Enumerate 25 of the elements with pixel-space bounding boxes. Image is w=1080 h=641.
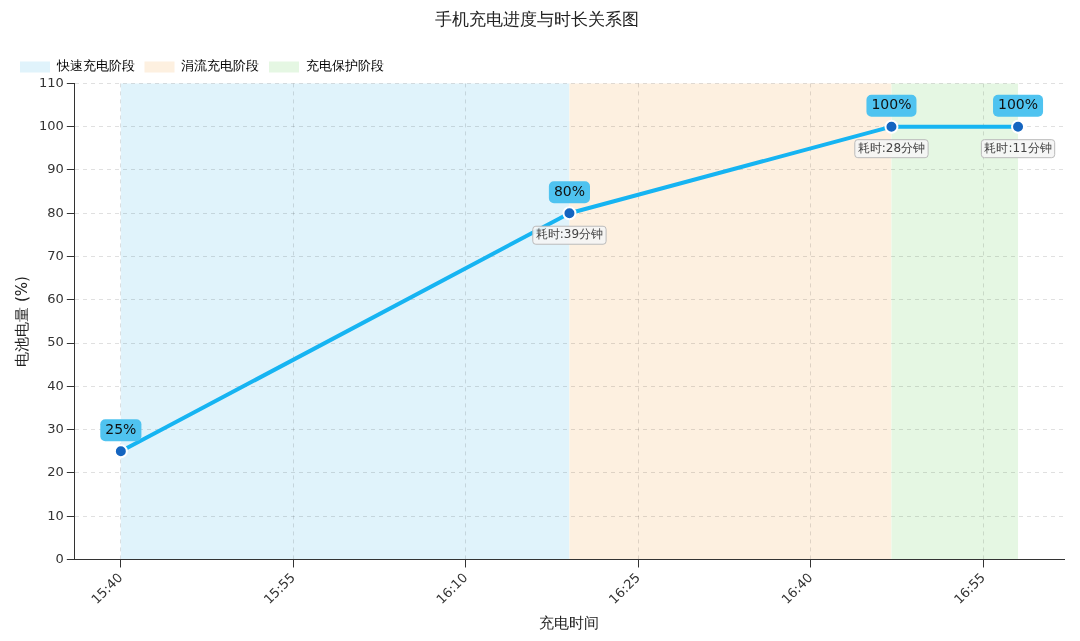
data-label: 80%: [553, 182, 585, 199]
legend-label: 涓流充电阶段: [181, 58, 259, 74]
y-tick-label: 0: [55, 550, 64, 566]
legend-label: 充电保护阶段: [305, 58, 384, 74]
legend-label: 快速充电阶段: [55, 58, 135, 74]
y-tick-label: 80: [47, 204, 64, 220]
data-label: 100%: [998, 96, 1039, 113]
y-tick-label: 90: [47, 161, 64, 177]
chart-title: 手机充电进度与时长关系图: [435, 8, 639, 29]
y-tick-label: 50: [47, 334, 64, 350]
y-tick-label: 20: [47, 464, 64, 480]
y-tick-label: 100: [38, 118, 64, 134]
y-tick-label: 60: [47, 291, 64, 307]
data-label: 25%: [105, 420, 137, 437]
y-tick-label: 40: [47, 377, 64, 393]
annotation: 耗时:39分钟: [535, 227, 604, 242]
annotation: 耗时:11分钟: [984, 140, 1052, 155]
y-tick-label: 110: [38, 74, 64, 90]
x-axis-title: 充电时间: [539, 613, 600, 632]
y-tick-label: 30: [47, 421, 64, 437]
y-tick-label: 70: [47, 247, 64, 263]
y-axis-title: 电池电量 (%): [12, 276, 31, 367]
data-label: 100%: [871, 96, 912, 113]
y-tick-label: 10: [47, 507, 64, 523]
annotation: 耗时:28分钟: [857, 140, 926, 155]
